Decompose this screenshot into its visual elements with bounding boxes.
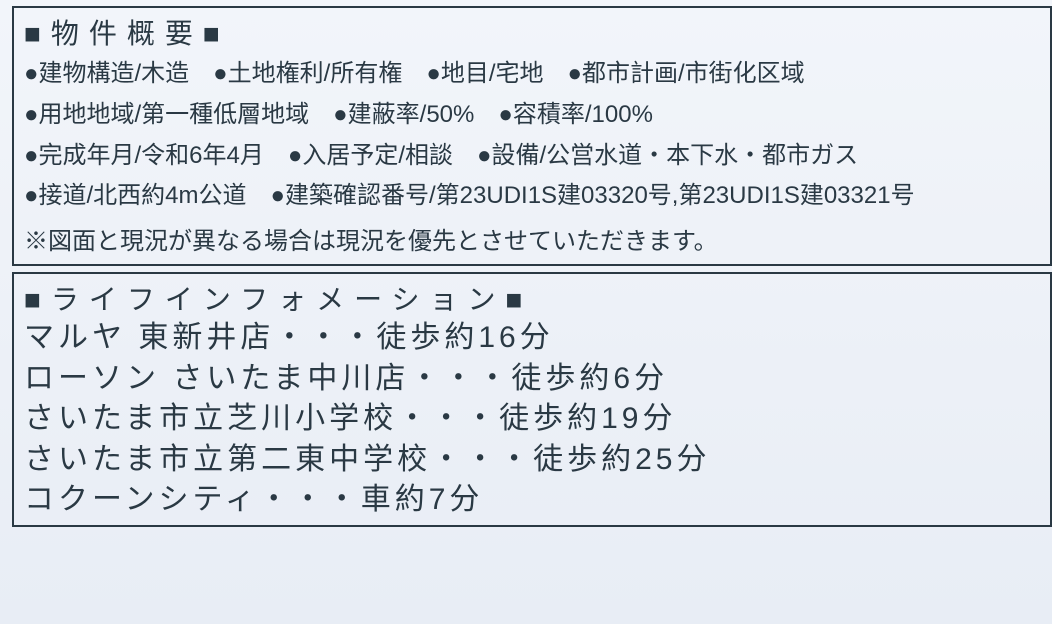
overview-note: ※図面と現況が異なる場合は現況を優先とさせていただきます。 xyxy=(24,221,1040,256)
life-item: ローソン さいたま中川店・・・徒歩約6分 xyxy=(24,359,1040,400)
spec-line: ●建物構造/木造 ●土地権利/所有権 ●地目/宅地 ●都市計画/市街化区域 xyxy=(24,54,1040,95)
spec-line: ●用地地域/第一種低層地域 ●建蔽率/50% ●容積率/100% xyxy=(24,95,1040,136)
overview-spec-lines: ●建物構造/木造 ●土地権利/所有権 ●地目/宅地 ●都市計画/市街化区域 ●用… xyxy=(24,54,1040,217)
life-item: コクーンシティ・・・車約7分 xyxy=(24,480,1040,521)
spec-line: ●接道/北西約4m公道 ●建築確認番号/第23UDI1S建03320号,第23U… xyxy=(24,176,1040,217)
life-list: マルヤ 東新井店・・・徒歩約16分ローソン さいたま中川店・・・徒歩約6分さいた… xyxy=(24,318,1040,521)
spec-line: ●完成年月/令和6年4月 ●入居予定/相談 ●設備/公営水道・本下水・都市ガス xyxy=(24,136,1040,177)
life-item: マルヤ 東新井店・・・徒歩約16分 xyxy=(24,318,1040,359)
overview-title: ■物件概要■ xyxy=(24,12,1040,52)
life-title: ■ライフインフォメーション■ xyxy=(24,278,1040,318)
property-overview-panel: ■物件概要■ ●建物構造/木造 ●土地権利/所有権 ●地目/宅地 ●都市計画/市… xyxy=(12,6,1052,266)
life-item: さいたま市立芝川小学校・・・徒歩約19分 xyxy=(24,399,1040,440)
life-item: さいたま市立第二東中学校・・・徒歩約25分 xyxy=(24,440,1040,481)
life-information-panel: ■ライフインフォメーション■ マルヤ 東新井店・・・徒歩約16分ローソン さいた… xyxy=(12,272,1052,527)
